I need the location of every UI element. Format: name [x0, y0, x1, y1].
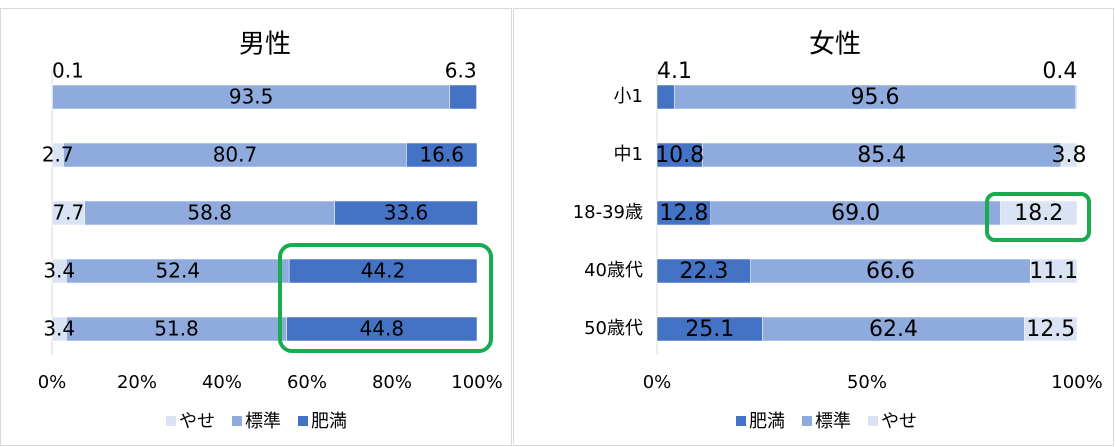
data-label: 85.4: [857, 143, 906, 168]
legend-swatch: [802, 416, 812, 426]
data-label: 12.5: [1026, 317, 1075, 342]
panel-border: [513, 8, 1114, 446]
bar-segment: [1024, 316, 1078, 342]
bar-segment: [288, 258, 478, 284]
data-label: 2.7: [42, 143, 74, 167]
x-tick-label: 100%: [451, 372, 502, 393]
bar-segment: [750, 258, 1031, 284]
data-label: 3.4: [43, 317, 75, 341]
data-label: 3.8: [1052, 143, 1087, 168]
bar-segment: [52, 84, 451, 110]
legend-label: 標準: [815, 411, 851, 432]
data-label: 0.4: [1042, 59, 1077, 84]
data-label: 25.1: [685, 317, 734, 342]
data-label: 22.3: [679, 259, 728, 284]
data-label: 66.6: [866, 259, 915, 284]
bar-segment: [84, 200, 335, 226]
data-label: 58.8: [187, 201, 232, 225]
y-tick-label: 中1: [614, 144, 643, 165]
y-tick-label: 18-39歳: [573, 202, 643, 223]
data-label: 18.2: [1014, 201, 1063, 226]
bar-segment: [656, 84, 675, 110]
data-label: 16.6: [419, 143, 464, 167]
legend-label: 肥満: [311, 411, 347, 432]
data-label: 52.4: [156, 259, 201, 283]
data-label: 44.8: [360, 317, 405, 341]
bar-segment: [656, 200, 712, 226]
x-tick-label: 0%: [643, 372, 672, 393]
bar-segment: [673, 84, 1076, 110]
data-label: 44.2: [361, 259, 406, 283]
x-tick-label: 20%: [117, 372, 157, 393]
legend-label: 標準: [245, 411, 281, 432]
legend-swatch: [298, 416, 308, 426]
y-tick-label: 40歳代: [584, 260, 643, 281]
bar-segment: [656, 258, 751, 284]
legend-swatch: [868, 416, 878, 426]
x-tick-label: 40%: [202, 372, 242, 393]
highlight-box: [278, 243, 493, 353]
bar-segment: [1060, 142, 1078, 168]
data-label: 4.1: [657, 59, 692, 84]
x-tick-label: 80%: [372, 372, 412, 393]
data-label: 11.1: [1029, 259, 1078, 284]
bar-segment: [656, 142, 703, 168]
highlight-box: [985, 192, 1091, 242]
bar-segment: [1030, 258, 1078, 284]
bar-segment: [66, 316, 287, 342]
legend-swatch: [736, 416, 746, 426]
legend-label: やせ: [179, 411, 215, 432]
y-tick-label: 50歳代: [584, 318, 643, 339]
x-tick-label: 100%: [1051, 372, 1102, 393]
x-tick-label: 50%: [847, 372, 887, 393]
legend-label: やせ: [881, 411, 917, 432]
data-label: 80.7: [213, 143, 258, 167]
chart-title: 男性: [239, 30, 291, 60]
y-tick-label: 小1: [614, 86, 643, 107]
data-label: 7.7: [52, 201, 84, 225]
data-label: 10.8: [655, 143, 704, 168]
data-label: 62.4: [869, 317, 918, 342]
panel-border: [0, 8, 512, 446]
bar-segment: [710, 200, 1001, 226]
bar-segment: [1000, 200, 1078, 226]
bar-segment: [1075, 84, 1078, 110]
data-label: 51.8: [154, 317, 199, 341]
data-label: 0.1: [52, 59, 84, 83]
bar-segment: [449, 84, 477, 110]
bar-segment: [406, 142, 478, 168]
data-label: 33.6: [384, 201, 429, 225]
data-label: 6.3: [445, 59, 477, 83]
data-label: 95.6: [850, 85, 899, 110]
bar-segment: [51, 200, 85, 226]
data-label: 3.4: [43, 259, 75, 283]
legend-swatch: [232, 416, 242, 426]
legend-swatch: [166, 416, 176, 426]
data-label: 12.8: [659, 201, 708, 226]
legend-label: 肥満: [749, 411, 785, 432]
bar-segment: [286, 316, 478, 342]
data-label: 69.0: [831, 201, 880, 226]
chart-title: 女性: [809, 30, 861, 60]
bar-segment: [66, 258, 290, 284]
bar-segment: [762, 316, 1025, 342]
data-label: 93.5: [229, 85, 274, 109]
x-tick-label: 0%: [38, 372, 67, 393]
x-tick-label: 60%: [287, 372, 327, 393]
bar-segment: [334, 200, 478, 226]
bar-segment: [656, 316, 763, 342]
